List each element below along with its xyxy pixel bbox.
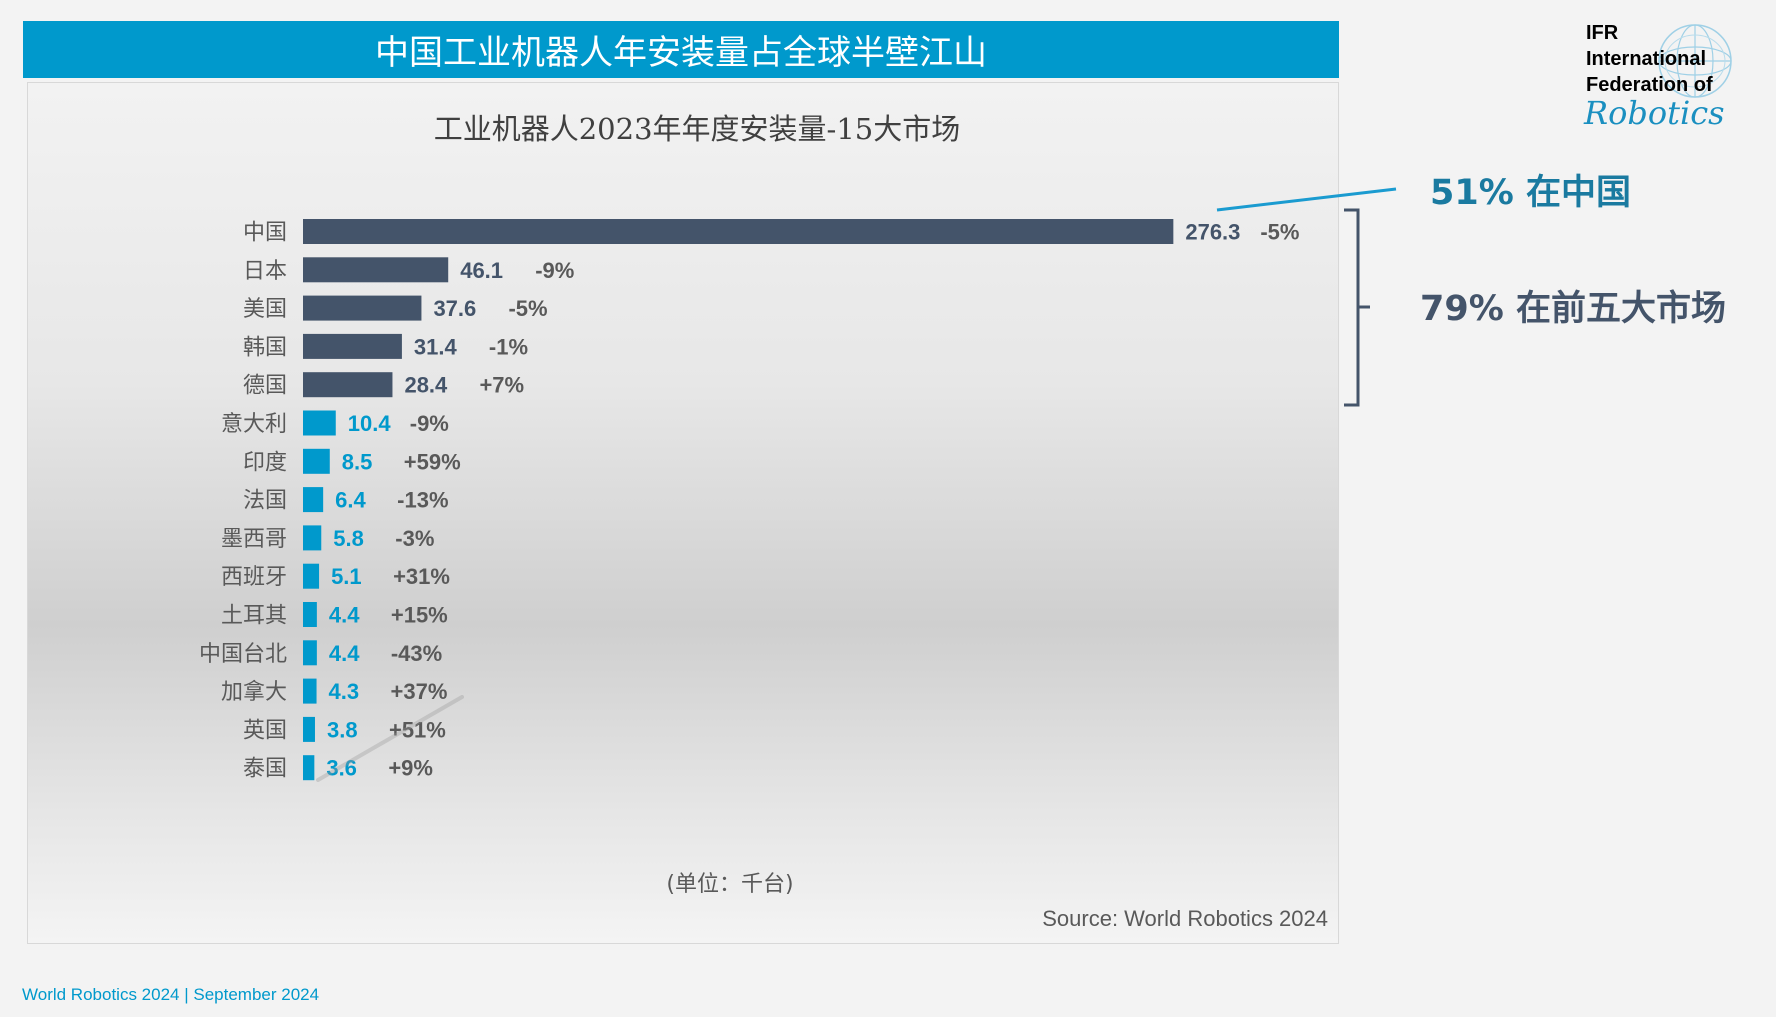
category-label: 中国 — [243, 221, 287, 246]
change-label: +51% — [389, 717, 446, 742]
bar-5 — [303, 410, 336, 436]
category-label: 加拿大 — [221, 679, 287, 705]
category-label: 韩国 — [243, 335, 287, 360]
bar-14 — [303, 755, 315, 781]
change-label: -1% — [489, 334, 528, 359]
category-label: 日本 — [243, 259, 287, 284]
bar-11 — [303, 640, 317, 666]
category-label: 中国台北 — [199, 642, 287, 667]
change-label: -5% — [508, 296, 547, 321]
change-label: -9% — [535, 258, 574, 283]
category-label: 泰国 — [243, 757, 287, 782]
value-label: 6.4 — [335, 488, 366, 513]
change-label: +37% — [391, 679, 448, 704]
bar-13 — [303, 716, 315, 742]
bar-2 — [303, 295, 422, 321]
category-label: 印度 — [243, 450, 287, 475]
change-label: +9% — [388, 756, 433, 781]
bar-12 — [303, 678, 317, 704]
value-label: 37.6 — [433, 296, 476, 321]
top5-share-annotation: 79% 在前五大市场 — [1420, 289, 1726, 329]
value-label: 10.4 — [348, 411, 392, 436]
source-note: Source: World Robotics 2024 — [1042, 906, 1328, 931]
category-label: 法国 — [243, 489, 287, 514]
bar-10 — [303, 602, 317, 627]
bar-4 — [303, 372, 393, 398]
globe-icon — [1658, 24, 1732, 98]
value-label: 3.6 — [326, 756, 357, 781]
logo-line-federation: Federation of — [1586, 74, 1713, 96]
decorative-shadow-stroke — [316, 695, 464, 782]
category-label: 意大利 — [221, 412, 287, 437]
chart-title: 工业机器人2023年年度安装量-15大市场 — [433, 112, 961, 146]
category-label: 德国 — [243, 374, 287, 399]
top5-bracket — [1344, 208, 1370, 407]
change-label: -5% — [1260, 220, 1299, 245]
value-label: 3.8 — [327, 717, 358, 742]
china-share-annotation: 51% 在中国 — [1430, 173, 1631, 213]
category-label: 墨西哥 — [221, 527, 287, 552]
footer-text: World Robotics 2024 | September 2024 — [22, 985, 320, 1004]
category-label: 西班牙 — [221, 565, 287, 590]
value-label: 4.4 — [329, 603, 360, 628]
change-label: -9% — [410, 411, 449, 436]
bar-9 — [303, 563, 320, 589]
value-label: 276.3 — [1185, 220, 1240, 245]
bar-3 — [303, 333, 402, 359]
category-label: 美国 — [243, 297, 287, 322]
logo-line-international: International — [1586, 48, 1707, 70]
value-label: 8.5 — [342, 449, 373, 474]
value-label: 46.1 — [460, 258, 503, 283]
change-label: +7% — [479, 373, 524, 398]
value-label: 31.4 — [414, 334, 458, 359]
logo-script-robotics: Robotics — [1584, 94, 1725, 132]
value-label: 5.1 — [331, 564, 362, 589]
value-label: 4.4 — [329, 641, 360, 666]
page-banner-title: 中国工业机器人年安装量占全球半壁江山 — [23, 21, 1339, 78]
value-label: 5.8 — [333, 526, 364, 551]
value-label: 28.4 — [404, 373, 448, 398]
china-connector-line — [1216, 187, 1397, 212]
category-label: 英国 — [243, 718, 287, 743]
change-label: -13% — [397, 488, 448, 513]
bar-1 — [303, 257, 449, 283]
ifr-logo: IFR International Federation of Robotics — [1584, 16, 1764, 136]
change-label: -3% — [395, 526, 434, 551]
unit-note: (单位：千台) — [666, 872, 794, 897]
change-label: +15% — [391, 603, 448, 628]
bar-0 — [303, 219, 1174, 244]
bar-8 — [303, 525, 322, 551]
bar-7 — [303, 487, 324, 513]
logo-line-ifr: IFR — [1586, 22, 1619, 44]
category-label: 土耳其 — [221, 604, 287, 629]
value-label: 4.3 — [329, 679, 360, 704]
bar-6 — [303, 448, 330, 474]
change-label: +59% — [404, 449, 461, 474]
change-label: +31% — [393, 564, 450, 589]
change-label: -43% — [391, 641, 442, 666]
